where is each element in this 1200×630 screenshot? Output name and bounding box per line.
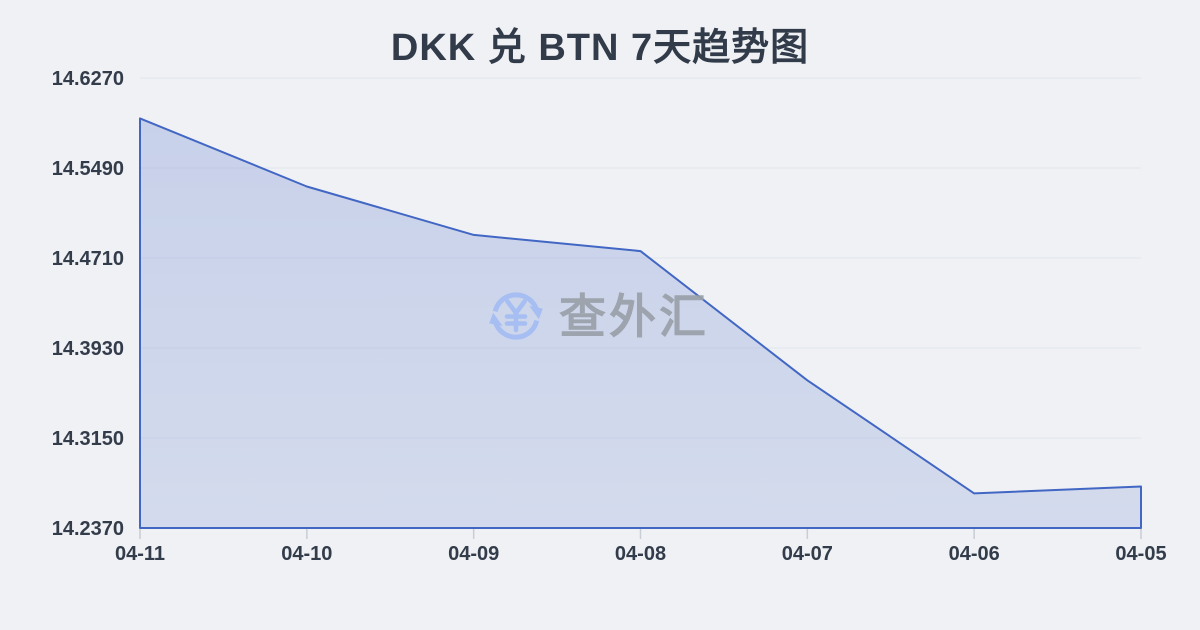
y-axis-label: 14.4710 — [52, 248, 124, 270]
x-axis-label: 04-09 — [448, 543, 499, 565]
currency-exchange-icon — [489, 292, 543, 340]
y-axis-label: 14.3150 — [52, 428, 124, 450]
x-axis-label: 04-11 — [115, 543, 165, 565]
x-axis-label: 04-06 — [949, 543, 1000, 565]
trend-area — [139, 117, 1142, 529]
watermark: 查外汇 — [486, 286, 709, 346]
x-axis-label: 04-05 — [1115, 543, 1166, 565]
y-axis-label: 14.6270 — [52, 68, 124, 90]
x-axis-label: 04-07 — [782, 543, 833, 565]
chart-title: DKK 兑 BTN 7天趋势图 — [390, 27, 810, 69]
y-axis-label: 14.3930 — [52, 338, 124, 360]
refresh-arrow-bottom — [492, 319, 540, 340]
watermark-text: 查外汇 — [559, 289, 709, 343]
x-axis-label: 04-08 — [615, 543, 666, 565]
x-axis-label: 04-10 — [281, 543, 332, 565]
refresh-arrow-top — [492, 292, 540, 313]
y-axis-label: 14.5490 — [52, 158, 124, 180]
yen-symbol — [504, 299, 528, 333]
y-axis-label: 14.2370 — [52, 518, 124, 540]
